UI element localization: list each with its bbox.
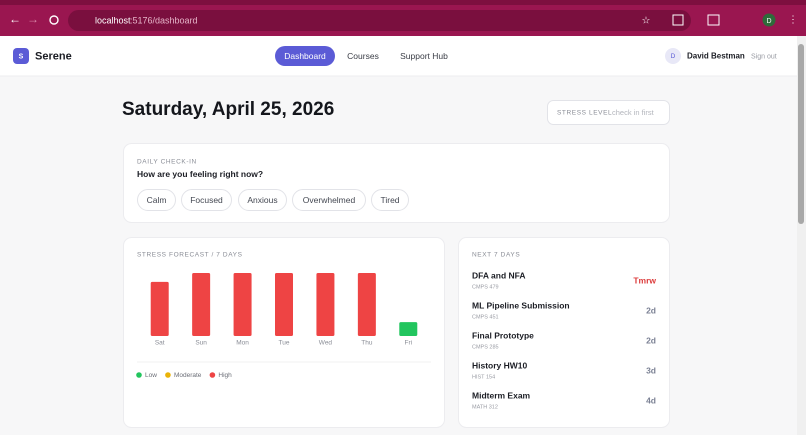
x-tick-label: Fri bbox=[404, 340, 412, 347]
bar bbox=[233, 273, 252, 336]
task-name: ML Pipeline Submission bbox=[472, 300, 570, 310]
mood-chip[interactable] bbox=[181, 189, 232, 211]
bar bbox=[399, 322, 418, 336]
logo-letter: S bbox=[19, 53, 24, 60]
nav-link[interactable]: Courses bbox=[347, 51, 379, 61]
mood-chip[interactable] bbox=[137, 189, 176, 211]
url-host: localhost bbox=[95, 15, 131, 25]
url-path: :5176/dashboard bbox=[130, 15, 198, 25]
nav-link[interactable]: Support Hub bbox=[400, 51, 448, 61]
task-name: History HW10 bbox=[472, 360, 528, 370]
menu-button[interactable]: ⋮ bbox=[788, 15, 798, 26]
mood-label: Overwhelmed bbox=[303, 195, 356, 205]
legend-swatch bbox=[136, 372, 142, 378]
bar bbox=[275, 273, 293, 336]
x-tick-label: Sat bbox=[155, 340, 165, 347]
checkin-question: How are you feeling right now? bbox=[137, 169, 263, 179]
mood-label: Tired bbox=[380, 195, 399, 205]
task-name: Midterm Exam bbox=[472, 390, 531, 400]
task-course: HIST 154 bbox=[472, 374, 495, 380]
forward-button[interactable]: → bbox=[27, 12, 39, 26]
mood-label: Anxious bbox=[247, 195, 277, 205]
scrollbar-thumb[interactable] bbox=[798, 44, 804, 224]
bar bbox=[357, 273, 376, 336]
bookmark-star[interactable]: ☆ bbox=[642, 16, 651, 27]
reload-button[interactable] bbox=[49, 15, 59, 25]
task-course: CMPS 285 bbox=[472, 344, 499, 350]
back-button[interactable]: ← bbox=[9, 12, 21, 26]
x-tick-label: Tue bbox=[279, 340, 290, 347]
legend-label: Low bbox=[145, 372, 157, 379]
user-name: David Bestman bbox=[687, 52, 745, 61]
legend-label: Moderate bbox=[174, 372, 202, 379]
x-tick-label: Sun bbox=[195, 340, 207, 347]
x-tick-label: Wed bbox=[319, 340, 333, 347]
user-avatar[interactable] bbox=[665, 48, 681, 64]
app-nav bbox=[0, 36, 797, 76]
sign-out[interactable]: Sign out bbox=[751, 53, 777, 60]
mood-chip[interactable] bbox=[292, 189, 366, 211]
task-name: Final Prototype bbox=[472, 330, 534, 340]
scrollbar bbox=[797, 36, 806, 435]
nav-link[interactable]: Dashboard bbox=[284, 51, 326, 61]
user-initial: D bbox=[671, 53, 676, 60]
stress-value: check in first bbox=[612, 108, 655, 117]
legend-swatch bbox=[209, 372, 216, 378]
task-course: CMPS 451 bbox=[472, 314, 499, 320]
profile-initial: D bbox=[766, 18, 771, 25]
checkin-label: DAILY CHECK-IN bbox=[137, 159, 197, 166]
task-course: CMPS 479 bbox=[472, 284, 499, 290]
x-tick-label: Mon bbox=[236, 340, 249, 347]
mood-chip[interactable] bbox=[238, 189, 287, 211]
tab-strip bbox=[0, 0, 806, 5]
bar bbox=[316, 273, 335, 336]
upcoming-title: NEXT 7 DAYS bbox=[472, 252, 520, 259]
mood-chip[interactable] bbox=[371, 189, 409, 211]
legend-swatch bbox=[165, 372, 171, 378]
extensions-icon[interactable] bbox=[672, 14, 684, 26]
date-heading: Saturday, April 25, 2026 bbox=[122, 99, 334, 120]
mood-label: Calm bbox=[147, 195, 167, 205]
stress-level-pill bbox=[547, 100, 670, 125]
task-due: 3d bbox=[646, 365, 656, 375]
profile-avatar[interactable] bbox=[762, 13, 776, 27]
task-course: MATH 312 bbox=[472, 404, 498, 410]
upcoming-card bbox=[458, 237, 670, 428]
address-bar[interactable] bbox=[68, 10, 691, 31]
stress-label: STRESS LEVEL bbox=[557, 110, 612, 117]
brand[interactable]: Serene bbox=[35, 50, 72, 62]
bar bbox=[150, 281, 169, 336]
mood-label: Focused bbox=[190, 195, 223, 205]
task-due: 2d bbox=[646, 335, 656, 345]
task-name: DFA and NFA bbox=[472, 270, 526, 280]
logo[interactable] bbox=[13, 48, 29, 64]
chart-title: STRESS FORECAST / 7 DAYS bbox=[137, 252, 243, 259]
task-due: Tmrw bbox=[633, 275, 656, 285]
nav-active-pill[interactable] bbox=[275, 46, 335, 66]
legend-label: High bbox=[218, 372, 232, 379]
task-due: 4d bbox=[646, 395, 656, 405]
bar bbox=[192, 273, 211, 336]
x-tick-label: Thu bbox=[361, 340, 373, 347]
task-due: 2d bbox=[646, 305, 656, 315]
cast-icon[interactable] bbox=[707, 14, 720, 26]
